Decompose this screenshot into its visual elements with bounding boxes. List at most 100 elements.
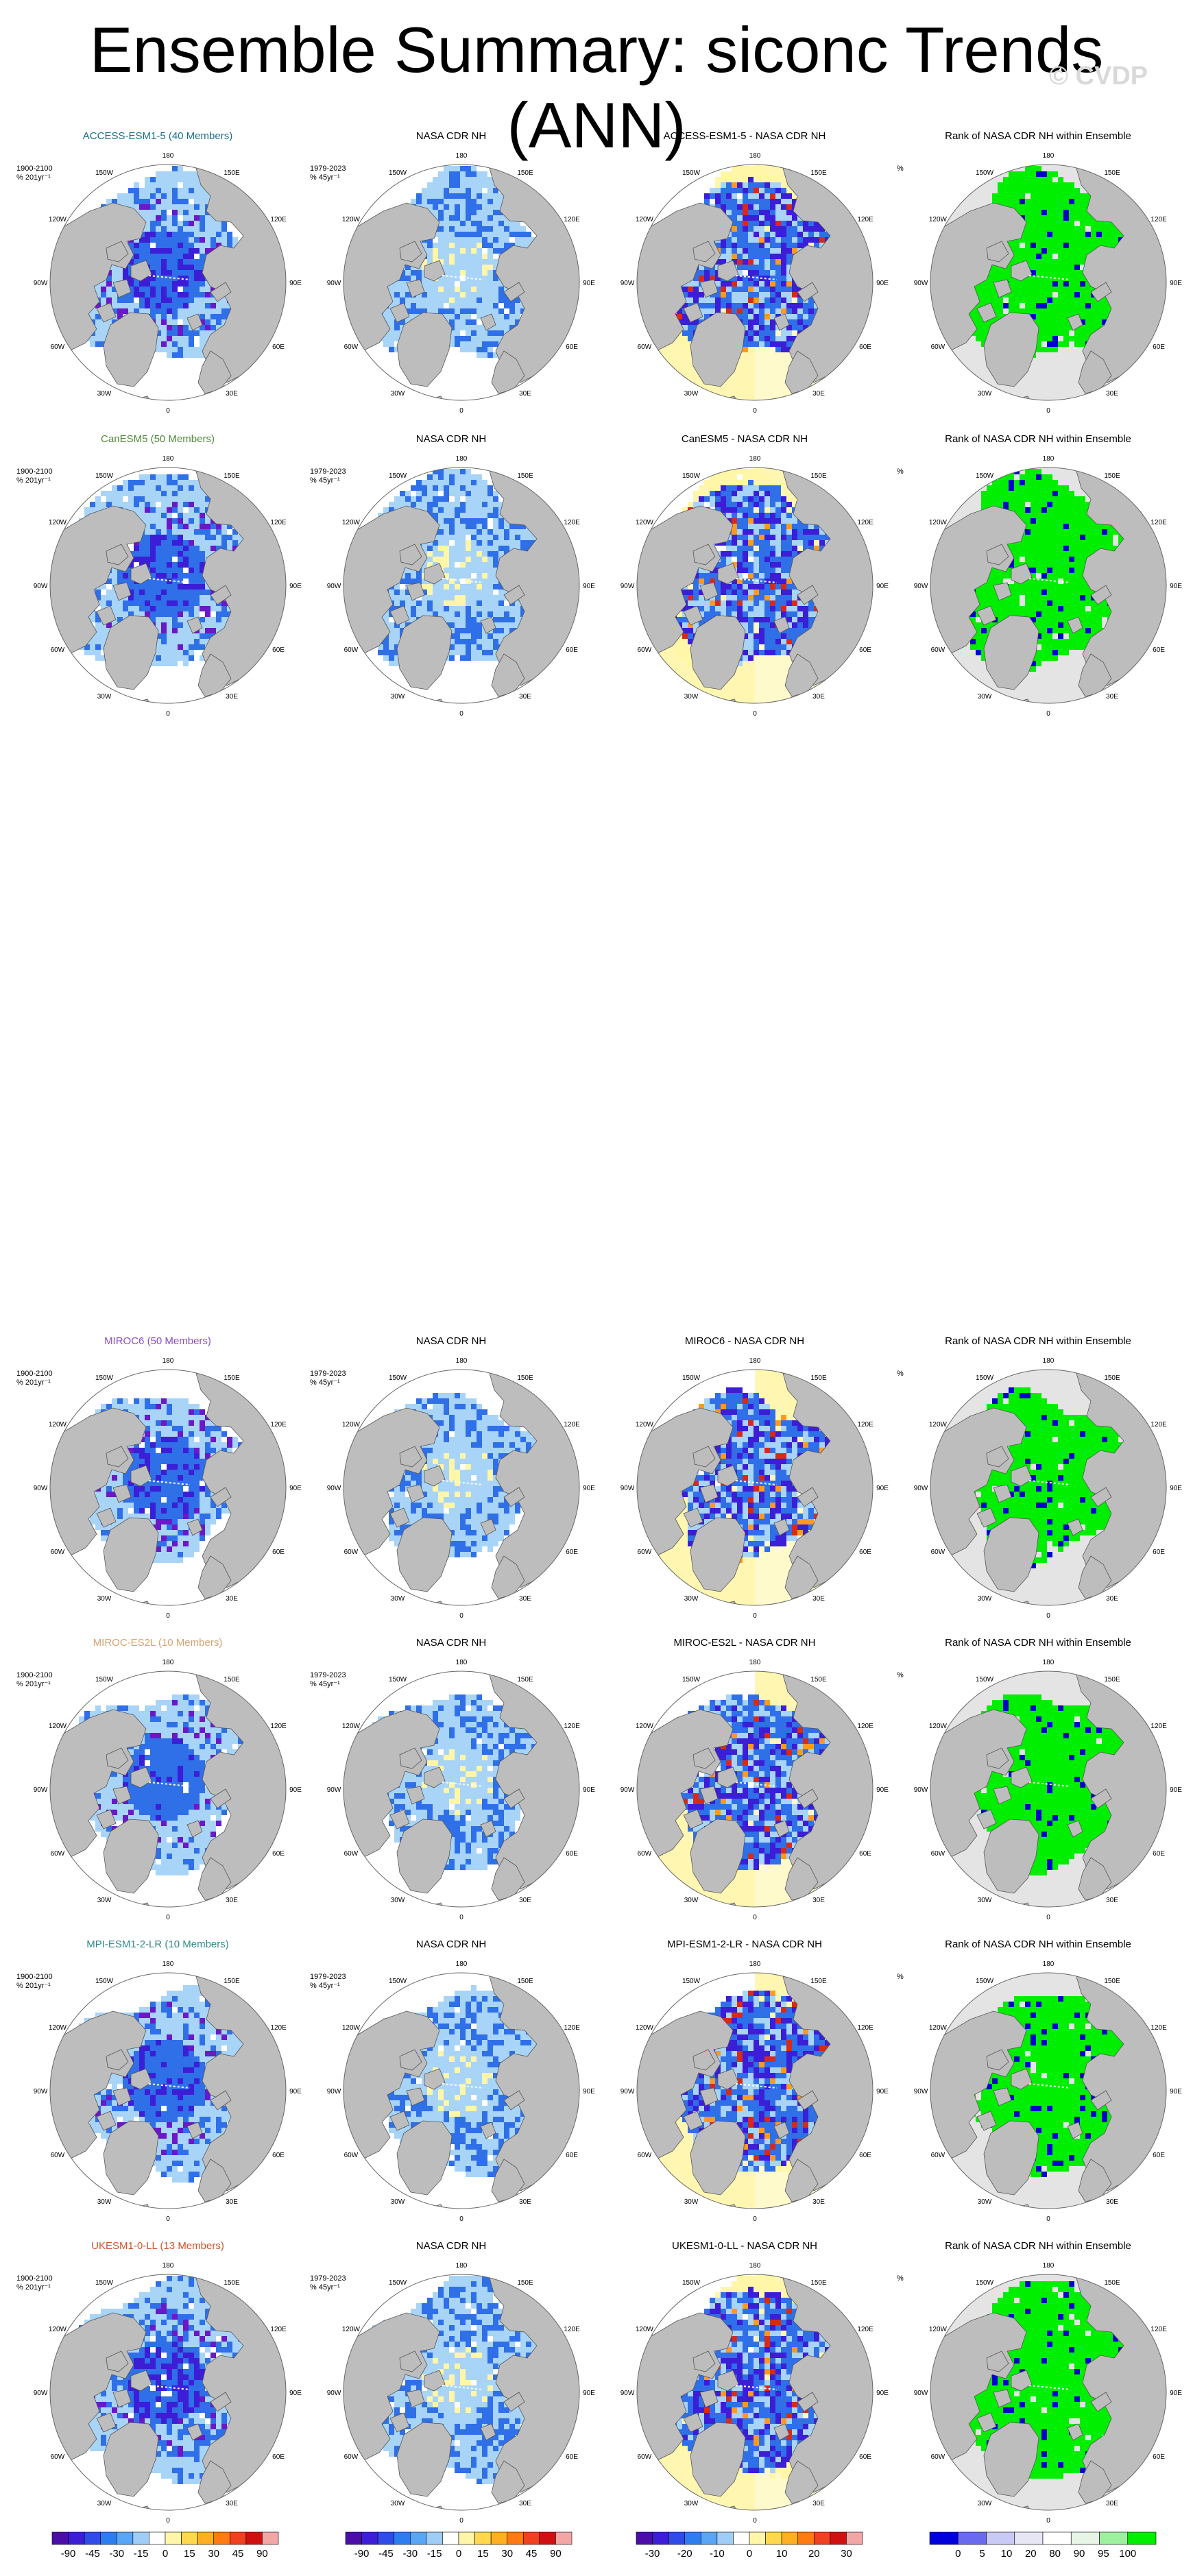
- longitude-label: 90E: [583, 2088, 595, 2095]
- longitude-label: 30W: [391, 390, 405, 398]
- colorbar-swatch: [1070, 2531, 1100, 2545]
- longitude-label: 60W: [931, 1548, 945, 1556]
- longitude-label: 30W: [391, 1595, 405, 1603]
- longitude-label: 150E: [224, 1374, 240, 1382]
- panel-title: MPI-ESM1-2-LR - NASA CDR NH: [601, 1939, 889, 1950]
- longitude-label: 60W: [51, 2152, 65, 2159]
- longitude-label: 60E: [272, 646, 285, 654]
- difference-panel: MPI-ESM1-2-LR - NASA CDR NH 180 150E 120E 90…: [601, 1939, 889, 2233]
- polar-map-model: 180 150E 120E 90E 60E 30E 0 30W 60W 90W 120W 150W: [34, 455, 302, 718]
- longitude-label: 30W: [978, 2198, 992, 2206]
- colorbar-swatch: [781, 2531, 799, 2545]
- longitude-label: 150W: [682, 1374, 701, 1382]
- colorbar-tick-label: 20: [808, 2548, 820, 2560]
- longitude-label: 150W: [976, 2279, 994, 2287]
- longitude-label: 90E: [876, 280, 889, 287]
- colorbar-tick-label: -15: [427, 2548, 442, 2560]
- longitude-label: 150E: [810, 472, 827, 480]
- colorbar-swatch: [765, 2531, 782, 2545]
- colorbar-swatch: [442, 2531, 459, 2545]
- longitude-label: 30W: [391, 693, 405, 701]
- colorbar-swatch: [749, 2531, 766, 2545]
- longitude-label: 150W: [95, 472, 114, 480]
- longitude-label: 150W: [95, 1978, 114, 1985]
- polar-map-obs: 180 150E 120E 90E 60E 30E 0 30W 60W 90W 120W 150W: [327, 2262, 596, 2525]
- colorbar-swatch: [490, 2531, 508, 2545]
- rank-panel: Rank of NASA CDR NH within Ensemble% 180 1…: [894, 2240, 1182, 2535]
- longitude-label: 180: [456, 1960, 468, 1968]
- longitude-label: 60W: [931, 2152, 945, 2159]
- colorbar-tick-label: -45: [378, 2548, 394, 2560]
- longitude-label: 0: [753, 1914, 757, 1921]
- longitude-label: 0: [1046, 1914, 1050, 1921]
- colorbar-difference: -30 -20 -10 0 10 20 30: [629, 2529, 876, 2571]
- longitude-label: 180: [162, 1659, 174, 1666]
- longitude-label: 120W: [49, 519, 67, 526]
- longitude-label: 120E: [857, 1723, 873, 1730]
- longitude-label: 0: [166, 2517, 170, 2525]
- longitude-label: 120E: [564, 519, 580, 526]
- colorbar-swatch: [149, 2531, 166, 2545]
- longitude-label: 150W: [682, 1978, 701, 1985]
- panel-title: Rank of NASA CDR NH within Ensemble: [894, 1335, 1182, 1347]
- longitude-label: 60W: [638, 1548, 652, 1556]
- colorbar-tick-label: 30: [841, 2548, 852, 2560]
- longitude-label: 0: [1046, 2215, 1050, 2223]
- polar-map-model: 180 150E 120E 90E 60E 30E 0 30W 60W 90W 120W 150W: [34, 152, 302, 415]
- longitude-label: 120W: [929, 1723, 948, 1730]
- colorbar-tick-label: -90: [354, 2548, 370, 2560]
- longitude-label: 180: [1043, 455, 1055, 463]
- units-label: 1979-2023 % 45yr⁻¹: [310, 1671, 346, 1689]
- row-miroc-es2l: MIROC-ES2L (10 Members) 1900-2100 % 201yr…: [0, 1637, 1193, 1932]
- colorbar-tick-label: 95: [1098, 2548, 1109, 2560]
- colorbar-swatch: [522, 2531, 540, 2545]
- longitude-label: 150E: [517, 472, 533, 480]
- longitude-label: 90E: [876, 2088, 889, 2095]
- longitude-label: 180: [1043, 1659, 1055, 1666]
- longitude-label: 60W: [51, 646, 65, 654]
- longitude-label: 90W: [620, 1485, 635, 1492]
- panel-title: Rank of NASA CDR NH within Ensemble: [894, 433, 1182, 445]
- longitude-label: 90W: [620, 280, 635, 287]
- colorbar-tick-label: 0: [955, 2548, 961, 2560]
- longitude-label: 120W: [636, 1723, 654, 1730]
- polar-map-model: 180 150E 120E 90E 60E 30E 0 30W 60W 90W 120W 150W: [34, 1960, 302, 2223]
- longitude-label: 0: [459, 710, 463, 718]
- longitude-label: 30E: [1106, 2198, 1118, 2206]
- longitude-label: 60E: [272, 1850, 285, 1858]
- cvdp-watermark: © CVDP: [1049, 62, 1148, 91]
- longitude-label: 120E: [1150, 519, 1167, 526]
- units-label: 1979-2023 % 45yr⁻¹: [310, 2274, 346, 2292]
- longitude-label: 60E: [859, 1850, 871, 1858]
- longitude-label: 0: [166, 1914, 170, 1921]
- polar-map-model: 180 150E 120E 90E 60E 30E 0 30W 60W 90W 120W 150W: [34, 2262, 302, 2525]
- longitude-label: 150W: [682, 472, 701, 480]
- panel-title: MIROC6 - NASA CDR NH: [601, 1335, 889, 1347]
- colorbar-tick-label: -45: [85, 2548, 100, 2560]
- longitude-label: 90W: [327, 1485, 341, 1492]
- map-frame: 180 150E 120E 90E 60E 30E 0 30W 60W 90W 120W 150W: [618, 1652, 892, 1926]
- colorbar-swatch: [1127, 2531, 1157, 2545]
- colorbar-tick-label: 20: [1025, 2548, 1037, 2560]
- panel-title: UKESM1-0-LL - NASA CDR NH: [601, 2240, 889, 2252]
- longitude-label: 120E: [564, 216, 580, 223]
- colorbar-swatch: [957, 2531, 987, 2545]
- longitude-label: 60W: [344, 2453, 359, 2461]
- longitude-label: 90W: [327, 583, 341, 590]
- colorbar-swatch: [262, 2531, 279, 2545]
- colorbar-tick-label: 100: [1119, 2548, 1136, 2560]
- map-frame: 180 150E 120E 90E 60E 30E 0 30W 60W 90W 120W 150W: [31, 1652, 305, 1926]
- map-frame: 180 150E 120E 90E 60E 30E 0 30W 60W 90W 120W 150W: [911, 1652, 1185, 1926]
- colorbar-tick-label: -30: [645, 2548, 660, 2560]
- longitude-label: 180: [456, 152, 468, 160]
- longitude-label: 30E: [519, 693, 531, 701]
- panel-title: NASA CDR NH: [307, 433, 595, 445]
- longitude-label: 30W: [97, 1595, 112, 1603]
- obs-trend-panel: NASA CDR NH 1979-2023 % 45yr⁻¹ 180 150E 120E…: [307, 1335, 595, 1630]
- longitude-label: 150E: [517, 1978, 533, 1985]
- colorbar-swatch: [361, 2531, 378, 2545]
- longitude-label: 60E: [859, 343, 871, 351]
- longitude-label: 60W: [638, 2453, 652, 2461]
- longitude-label: 30E: [226, 693, 238, 701]
- model-trend-panel: MPI-ESM1-2-LR (10 Members) 1900-2100 % 20…: [14, 1939, 302, 2233]
